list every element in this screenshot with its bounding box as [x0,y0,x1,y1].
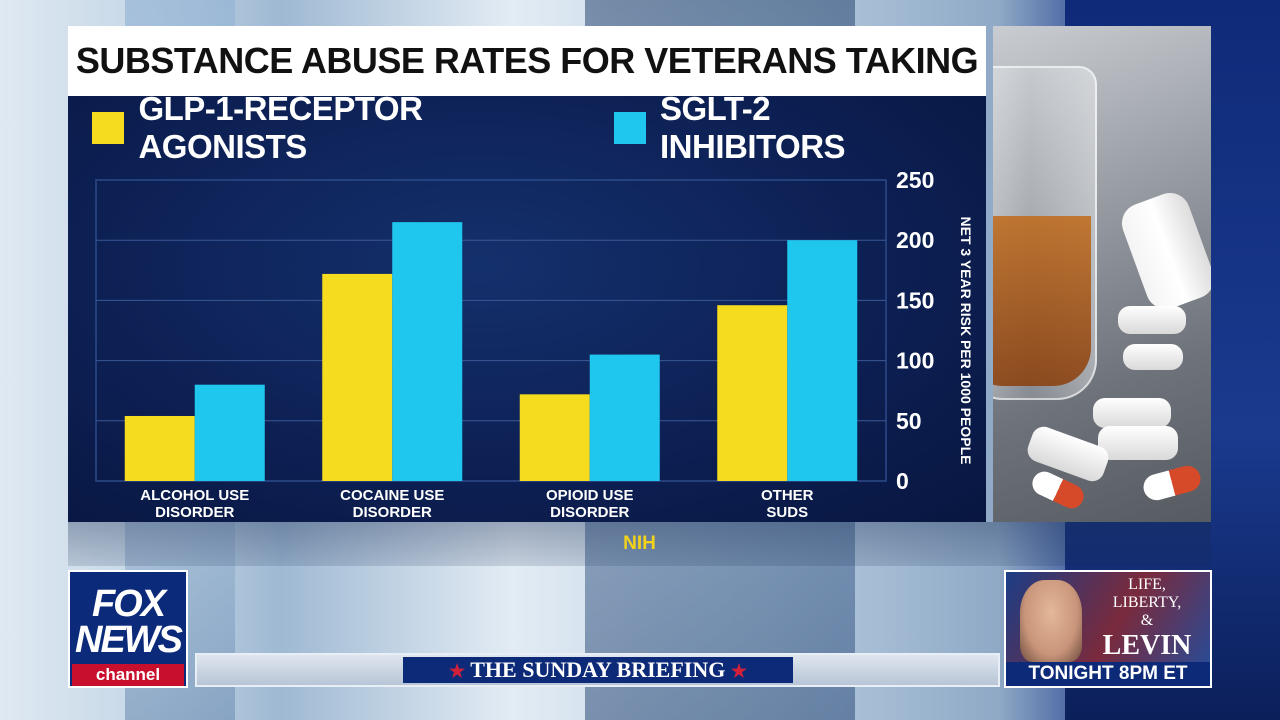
promo-show-line2: LIBERTY, [1112,594,1182,611]
y-tick-label: 250 [896,167,934,193]
program-name: THE SUNDAY BRIEFING [470,657,726,682]
plot-frame [95,179,887,482]
logo-channel-text: channel [72,664,184,686]
x-category-label: COCAINE USE [340,487,444,504]
host-photo [1020,580,1082,662]
chart-legend: GLP-1-RECEPTOR AGONISTS SGLT-2 INHIBITOR… [92,90,986,165]
pill-illustration [1098,426,1178,460]
promo-artwork: LIFE, LIBERTY, & LEVIN [1006,572,1210,662]
fox-news-logo: FOX NEWS channel [68,570,188,688]
promo-airtime: TONIGHT 8PM ET [1006,662,1210,686]
y-tick-label: 100 [896,348,934,374]
bar [717,305,788,481]
legend-label-sglt2: SGLT-2 INHIBITORS [660,90,846,165]
x-category-label: OTHER [761,487,814,504]
pill-illustration [1118,306,1186,334]
bar [589,354,660,481]
y-tick-label: 0 [896,468,909,494]
legend-item-glp1: GLP-1-RECEPTOR AGONISTS [92,90,578,166]
program-ticker: ★ THE SUNDAY BRIEFING ★ [195,653,1000,687]
bar [787,240,858,481]
bar [194,384,265,481]
legend-swatch-sglt2 [613,112,646,144]
bar [124,415,195,481]
logo-news-text: NEWS [75,619,183,661]
bar [322,273,393,481]
promo-show-title: LIFE, LIBERTY, & LEVIN [1086,576,1208,661]
bar [519,394,590,481]
capsule-illustration [1140,462,1204,504]
promo-show-amp: & [1140,612,1154,629]
star-icon: ★ [449,661,466,681]
pill-bottle-illustration [1116,187,1211,315]
x-category-label: DISORDER [353,504,432,521]
y-tick-label: 150 [896,287,934,313]
promo-show-line3: LEVIN [1102,630,1192,661]
y-tick-label: 200 [896,227,934,253]
chart-headline: SUBSTANCE ABUSE RATES FOR VETERANS TAKIN… [68,26,986,151]
pill-illustration [1123,344,1183,370]
x-category-label: OPIOID USE [546,487,634,504]
x-category-label: SUDS [766,504,808,521]
star-icon: ★ [730,661,747,681]
chart-card: SUBSTANCE ABUSE RATES FOR VETERANS TAKIN… [68,26,986,522]
x-category-label: DISORDER [155,504,234,521]
logo-fox-text: FOX [91,583,166,625]
whisky-illustration [993,216,1091,386]
source-bar: NIH [68,522,1211,566]
legend-label-glp1: GLP-1-RECEPTOR AGONISTS [138,90,423,165]
bar [392,222,463,481]
legend-item-sglt2: SGLT-2 INHIBITORS [613,90,950,166]
pill-illustration [1093,398,1171,428]
promo-show-line1: LIFE, [1128,576,1166,593]
y-tick-label: 50 [896,408,922,434]
x-category-label: ALCOHOL USE [140,487,249,504]
y-axis-label: NET 3 YEAR RISK PER 1000 PEOPLE [958,217,974,465]
show-promo: LIFE, LIBERTY, & LEVIN TONIGHT 8PM ET [1004,570,1212,688]
x-category-label: DISORDER [550,504,629,521]
source-label: NIH [623,533,656,554]
pills-and-alcohol-photo [993,26,1211,522]
legend-swatch-glp1 [92,112,125,144]
chart-panel: GLP-1-RECEPTOR AGONISTS SGLT-2 INHIBITOR… [68,90,986,522]
program-name-banner: ★ THE SUNDAY BRIEFING ★ [403,657,793,683]
